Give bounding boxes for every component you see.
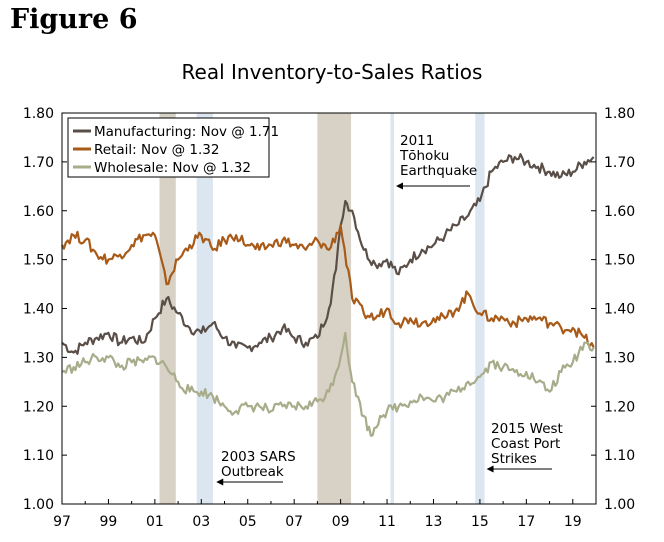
x-tick-label: 11 — [378, 514, 396, 530]
y-tick-label-right: 1.00 — [604, 497, 635, 513]
x-tick-label: 17 — [517, 514, 535, 530]
series-line-retail — [61, 224, 595, 349]
x-tick-label: 99 — [100, 514, 118, 530]
x-tick-label: 97 — [53, 514, 71, 530]
port-strikes-annotation-text: 2015 West — [491, 421, 563, 437]
x-tick-label: 09 — [332, 514, 350, 530]
series-line-wholesale — [61, 331, 595, 437]
tohoku-annotation-text: Tōhoku — [399, 148, 449, 164]
legend-label: Retail: Nov @ 1.32 — [94, 142, 219, 158]
y-tick-label-right: 1.20 — [604, 399, 635, 415]
chart-title: Real Inventory-to-Sales Ratios — [181, 60, 483, 84]
y-tick-label-right: 1.10 — [604, 448, 635, 464]
legend-label: Wholesale: Nov @ 1.32 — [94, 160, 251, 176]
series-lines — [61, 153, 595, 437]
x-tick-label: 07 — [285, 514, 303, 530]
port-strikes-annotation-text: Strikes — [491, 451, 537, 467]
y-tick-label-right: 1.40 — [604, 302, 635, 318]
shaded-region-4 — [475, 113, 485, 504]
sars-annotation-text: 2003 SARS — [221, 449, 296, 465]
x-tick-label: 05 — [239, 514, 257, 530]
sars-arrow-head — [216, 478, 224, 486]
shaded-periods — [159, 113, 485, 504]
y-tick-label-left: 1.00 — [23, 497, 54, 513]
x-tick-label: 15 — [471, 514, 489, 530]
y-tick-label-right: 1.60 — [604, 204, 635, 220]
x-tick-label: 13 — [425, 514, 443, 530]
tohoku-arrow-head — [396, 182, 404, 190]
series-line-manufacturing — [61, 153, 595, 355]
x-tick-label: 19 — [564, 514, 582, 530]
shaded-region-3 — [390, 113, 395, 504]
tohoku-annotation-text: 2011 — [400, 133, 434, 149]
legend: Manufacturing: Nov @ 1.71 Retail: Nov @ 1… — [67, 117, 279, 178]
shaded-region-0 — [159, 113, 176, 504]
sars-annotation-text: Outbreak — [221, 464, 284, 480]
y-tick-label-right: 1.30 — [604, 350, 635, 366]
y-tick-label-left: 1.70 — [23, 155, 54, 171]
x-tick-label: 03 — [192, 514, 210, 530]
y-tick-label-left: 1.50 — [23, 253, 54, 269]
shaded-region-2 — [317, 113, 352, 504]
y-tick-label-right: 1.50 — [604, 253, 635, 269]
y-axis: 1.00 1.00 1.10 1.10 1.20 1.20 1.30 1.30 1.40 1.40… — [23, 106, 635, 513]
y-tick-label-right: 1.70 — [604, 155, 635, 171]
x-tick-label: 01 — [146, 514, 164, 530]
legend-label: Manufacturing: Nov @ 1.71 — [94, 124, 279, 140]
y-tick-label-right: 1.80 — [604, 106, 635, 122]
y-tick-label-left: 1.80 — [23, 106, 54, 122]
port-strikes-annotation-text: Coast Port — [491, 436, 560, 452]
legend-box — [67, 117, 270, 178]
shaded-region-1 — [196, 113, 213, 504]
y-tick-label-left: 1.30 — [23, 350, 54, 366]
figure-label: Figure 6 — [10, 4, 138, 35]
y-tick-label-left: 1.40 — [23, 302, 54, 318]
y-tick-label-left: 1.10 — [23, 448, 54, 464]
x-axis: 97 99 01 03 05 07 09 11 13 15 17 19 — [53, 499, 582, 530]
y-tick-label-left: 1.20 — [23, 399, 54, 415]
y-tick-label-left: 1.60 — [23, 204, 54, 220]
tohoku-annotation-text: Earthquake — [400, 163, 477, 179]
port-strikes-arrow-head — [486, 465, 494, 473]
